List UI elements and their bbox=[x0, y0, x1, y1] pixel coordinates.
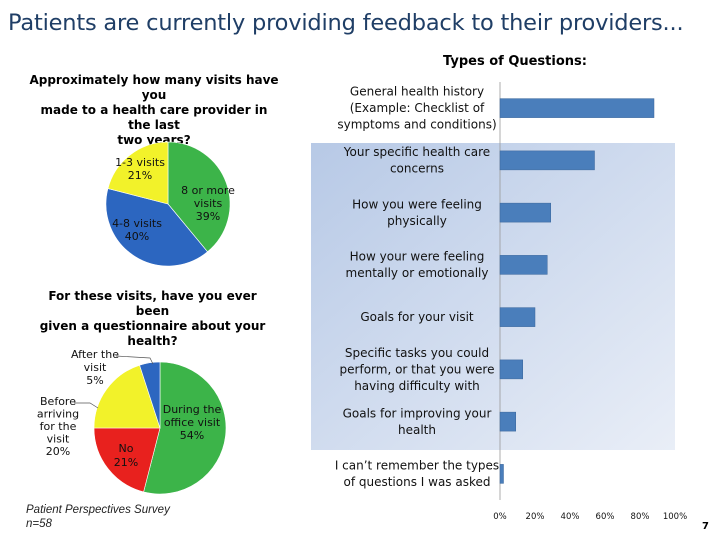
bar-category-label-line: Goals for improving your bbox=[343, 406, 492, 420]
bar-category-label-2: Your specific health care concerns bbox=[343, 145, 490, 176]
bar-category-label-line: symptoms and conditions) bbox=[337, 118, 496, 132]
bar-6 bbox=[499, 359, 523, 380]
pie1-slice-4-8-label: 4-8 visits 40% bbox=[112, 217, 162, 243]
bar-7 bbox=[499, 411, 516, 432]
pie1-slice-1-3-label: 1-3 visits 21% bbox=[115, 156, 165, 182]
bar-3 bbox=[499, 202, 551, 223]
bar-4 bbox=[499, 255, 548, 275]
pie2-slice-after-label-line: After the bbox=[71, 348, 119, 361]
pie1-slice-1-3-label-line: 21% bbox=[128, 169, 152, 182]
pie2-slice-during-label-line: office visit bbox=[164, 416, 221, 429]
pie1-title-line: Approximately how many visits have you bbox=[29, 73, 279, 102]
bar-category-label-line: perform, or that you were bbox=[340, 362, 495, 376]
bar-category-label-line: health bbox=[398, 423, 436, 437]
pie2-slice-before-label-line: arriving bbox=[37, 408, 79, 421]
pie2-slice-no-label-line: No bbox=[119, 442, 134, 455]
pie2-slice-after bbox=[139, 361, 161, 429]
pie1-slice-4-8-label-line: 40% bbox=[125, 230, 149, 243]
x-tick-label: 80% bbox=[631, 512, 650, 522]
x-tick-label: 100% bbox=[663, 512, 687, 522]
pie2-title-line: given a questionnaire about your bbox=[39, 319, 266, 333]
x-tick-label: 20% bbox=[526, 512, 545, 522]
bar-category-label-line: General health history bbox=[350, 85, 484, 99]
pie2-slice-before bbox=[93, 364, 161, 429]
page-title: Patients are currently providing feedbac… bbox=[8, 10, 684, 36]
bar-chart-title: Types of Questions: bbox=[443, 54, 587, 69]
pie2-slice-no-label-line: 21% bbox=[114, 456, 138, 469]
pie2-slice-after-label-line: visit bbox=[84, 361, 107, 374]
bar-category-label-3: How you were feeling physically bbox=[352, 197, 482, 228]
source-note: Patient Perspectives Survey n=58 bbox=[26, 503, 170, 531]
bar-category-label-6: Specific tasks you could perform, or that… bbox=[340, 346, 495, 393]
bar-category-label-line: concerns bbox=[390, 162, 444, 176]
pie1-slice-4-8 bbox=[105, 188, 208, 267]
bar-category-label-7: Goals for improving your health bbox=[343, 406, 492, 437]
pie2-slice-during-label: During the office visit 54% bbox=[163, 403, 222, 442]
pie2-slice-before-label-line: 20% bbox=[46, 445, 70, 458]
bar-category-label-5: Goals for your visit bbox=[360, 310, 474, 324]
pie1-slice-1-3-label-line: 1-3 visits bbox=[115, 156, 165, 169]
pie2-slice-before-label-line: for the bbox=[40, 420, 77, 433]
pie2-slice-before-label-line: visit bbox=[47, 433, 70, 446]
bar-5 bbox=[499, 307, 536, 327]
bar-category-label-line: (Example: Checklist of bbox=[350, 101, 485, 115]
bar-category-label-line: How your were feeling bbox=[350, 250, 485, 264]
bar-category-label-line: Specific tasks you could bbox=[345, 346, 489, 360]
bar-category-label-line: Your specific health care bbox=[343, 145, 490, 159]
pie2-after-leader-line bbox=[115, 355, 154, 365]
bar-category-label-8: I can’t remember the types of questions I… bbox=[335, 459, 499, 490]
pie2-slice-before-label: Before arriving for the visit 20% bbox=[37, 395, 79, 458]
pie2-slice-before-label-line: Before bbox=[40, 395, 76, 408]
bar-category-label-line: Goals for your visit bbox=[360, 310, 474, 324]
bar-chart-background-panel bbox=[311, 143, 675, 450]
bar-category-label-line: mentally or emotionally bbox=[346, 266, 489, 280]
pie2-slice-after-label: After the visit 5% bbox=[71, 348, 119, 387]
pie1-slice-1-3 bbox=[107, 141, 169, 205]
pie1-slice-8-or-more-label: 8 or more visits 39% bbox=[181, 184, 235, 223]
pie1-slice-4-8-label-line: 4-8 visits bbox=[112, 217, 162, 230]
pie2-slice-no bbox=[93, 427, 161, 493]
pie2-slice-during-label-line: During the bbox=[163, 403, 222, 416]
pie2-slice-no-label: No 21% bbox=[114, 442, 138, 469]
pie1-slice-8-or-more-label-line: 39% bbox=[196, 210, 220, 223]
page-number: 7 bbox=[702, 521, 709, 532]
x-tick-label: 0% bbox=[493, 512, 507, 522]
pie1-slice-8-or-more-label-line: visits bbox=[194, 197, 223, 210]
pie1-slice-8-or-more-label-line: 8 or more bbox=[181, 184, 235, 197]
bar-8 bbox=[499, 464, 504, 484]
bar-category-label-1: General health history (Example: Checklis… bbox=[337, 85, 496, 132]
pie2-title-line: health? bbox=[127, 334, 178, 348]
pie2-slice-after-label-line: 5% bbox=[86, 374, 103, 387]
pie1-slice-8-or-more bbox=[167, 141, 231, 253]
source-line: n=58 bbox=[26, 518, 52, 530]
bar-category-label-line: having difficulty with bbox=[354, 379, 480, 393]
pie2-title-line: For these visits, have you ever been bbox=[48, 289, 257, 318]
pie2-slice-during bbox=[143, 361, 227, 495]
pie1-title-line: made to a health care provider in the la… bbox=[40, 103, 268, 132]
bar-category-label-4: How your were feeling mentally or emotion… bbox=[346, 250, 489, 281]
bar-category-label-line: physically bbox=[387, 214, 447, 228]
bar-1 bbox=[499, 98, 655, 118]
pie2-title: For these visits, have you ever been giv… bbox=[30, 289, 275, 349]
pie2-slice-during-label-line: 54% bbox=[180, 429, 204, 442]
x-tick-label: 40% bbox=[561, 512, 580, 522]
bar-category-label-line: of questions I was asked bbox=[343, 475, 490, 489]
bar-2 bbox=[499, 150, 595, 171]
bar-category-label-line: How you were feeling bbox=[352, 197, 482, 211]
pie2-before-leader-line bbox=[74, 402, 99, 409]
x-tick-label: 60% bbox=[596, 512, 615, 522]
bar-category-label-line: I can’t remember the types bbox=[335, 459, 499, 473]
source-line: Patient Perspectives Survey bbox=[26, 504, 170, 516]
